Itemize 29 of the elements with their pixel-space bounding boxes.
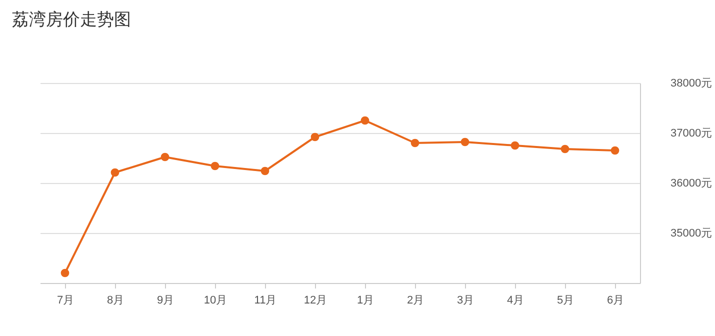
point xyxy=(260,166,270,176)
x-tick-label: 12月 xyxy=(304,294,328,306)
x-tick-label: 6月 xyxy=(606,294,624,306)
x-tick-label: 3月 xyxy=(456,294,474,306)
point xyxy=(160,152,170,162)
x-tick-label: 2月 xyxy=(406,294,424,306)
point xyxy=(360,116,370,125)
y-tick-label: 36000元 xyxy=(670,178,712,190)
y-tick-label: 38000元 xyxy=(670,78,712,90)
y-tick-label: 37000元 xyxy=(670,128,712,140)
y-tick-label: 35000元 xyxy=(670,228,712,240)
point xyxy=(60,268,70,278)
point xyxy=(510,141,520,150)
x-tick-label: 11月 xyxy=(254,294,277,306)
x-tick-label: 7月 xyxy=(56,294,74,306)
point xyxy=(110,168,120,177)
x-tick-label: 5月 xyxy=(556,294,574,306)
point xyxy=(310,132,320,142)
point xyxy=(610,146,620,155)
x-tick-label: 1月 xyxy=(356,294,374,306)
point xyxy=(410,138,420,148)
chart-title: 荔湾房价走势图 xyxy=(12,10,131,29)
x-tick-label: 4月 xyxy=(506,294,524,306)
point xyxy=(560,144,570,154)
x-tick-label: 8月 xyxy=(106,294,124,306)
x-tick-label: 9月 xyxy=(156,294,174,306)
point xyxy=(210,162,220,170)
x-tick-label: 10月 xyxy=(204,294,228,306)
point xyxy=(460,138,470,146)
